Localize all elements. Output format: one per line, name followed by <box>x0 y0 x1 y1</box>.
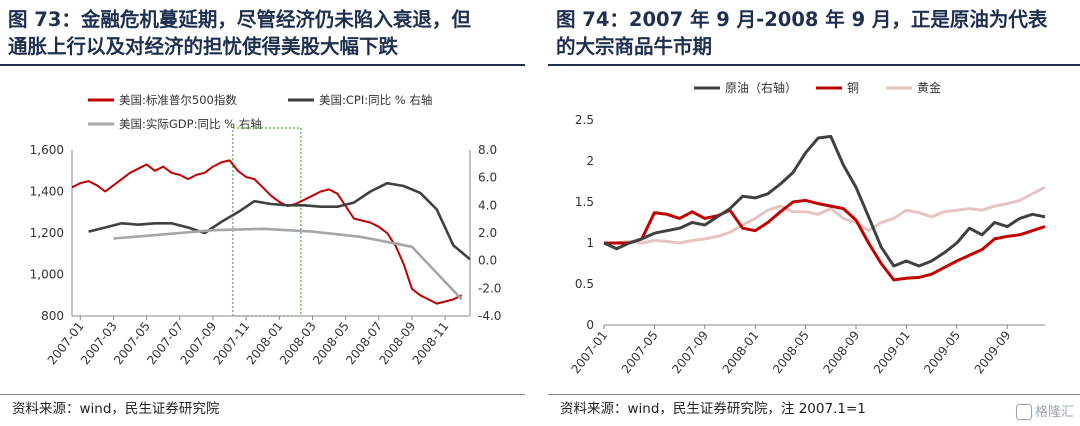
x-tick-label: 2007-05 <box>619 328 661 376</box>
y-right-tick-label: 2.0 <box>478 226 497 240</box>
legend-label-spx: 美国:标准普尔500指数 <box>119 93 237 107</box>
source-note: 资料来源：wind，民生证券研究院 <box>12 401 220 417</box>
panel-sp500: 图 73：金融危机蔓延期，尽管经济仍未陷入衰退，但 通胀上行以及对经济的担忧使得… <box>0 0 525 426</box>
y-tick-label: 1 <box>586 236 594 250</box>
source-rule <box>548 394 1080 395</box>
legend-label-gdp: 美国:实际GDP:同比 % 右轴 <box>119 117 262 131</box>
x-tick-label: 2009-05 <box>921 328 963 376</box>
legend-label-gold: 黄金 <box>917 80 941 95</box>
y-right-tick-label: 6.0 <box>478 171 497 185</box>
y-tick-label: 2 <box>586 154 594 168</box>
title-line-2: 通胀上行以及对经济的担忧使得美股大幅下跌 <box>8 35 399 58</box>
y-left-tick-label: 1,400 <box>30 185 64 199</box>
y-tick-label: 1.5 <box>575 195 594 209</box>
panel-commodities: 图 74：2007 年 9 月-2008 年 9 月，正是原油为代表 的大宗商品… <box>548 0 1080 426</box>
series-line-gold <box>604 185 1046 245</box>
source-rule <box>0 394 525 395</box>
chart-title: 图 74：2007 年 9 月-2008 年 9 月，正是原油为代表 的大宗商品… <box>556 6 1074 60</box>
series-line-copper <box>604 198 1046 282</box>
x-tick-label: 2007-09 <box>669 328 711 376</box>
series-line-oil <box>603 134 1046 268</box>
watermark-text: 格隆汇 <box>1034 404 1074 420</box>
series-line-spx <box>71 159 463 305</box>
x-tick-label: 2008-01 <box>720 328 762 376</box>
title-line-1: 图 74：2007 年 9 月-2008 年 9 月，正是原油为代表 <box>556 8 1048 31</box>
y-right-tick-label: 4.0 <box>478 198 497 212</box>
y-left-tick-label: 1,000 <box>30 268 64 282</box>
title-rule <box>0 64 525 66</box>
y-tick-label: 0 <box>586 318 594 332</box>
series-line-cpi <box>88 181 471 261</box>
x-tick-label: 2009-09 <box>972 328 1014 376</box>
x-tick-label: 2008-09 <box>820 328 862 376</box>
y-right-tick-label: 0.0 <box>478 254 497 268</box>
y-right-tick-label: 8.0 <box>478 143 497 157</box>
title-line-1: 图 73：金融危机蔓延期，尽管经济仍未陷入衰退，但 <box>8 8 471 31</box>
legend-label-copper: 铜 <box>847 80 859 95</box>
y-right-tick-label: -2.0 <box>478 281 501 295</box>
y-left-tick-label: 1,600 <box>30 143 64 157</box>
watermark: 格隆汇 <box>1015 401 1074 420</box>
legend-label-cpi: 美国:CPI:同比 % 右轴 <box>319 93 432 107</box>
y-tick-label: 2.5 <box>575 113 594 127</box>
series-line-gdp <box>113 227 463 301</box>
x-tick-label: 2008-05 <box>770 328 812 376</box>
x-tick-label: 2007-01 <box>568 328 610 376</box>
logo-icon <box>1015 404 1032 420</box>
y-left-tick-label: 1,200 <box>30 226 64 240</box>
title-rule <box>548 64 1080 66</box>
highlight-box <box>232 127 302 317</box>
title-line-2: 的大宗商品牛市期 <box>556 35 713 58</box>
chart-title: 图 73：金融危机蔓延期，尽管经济仍未陷入衰退，但 通胀上行以及对经济的担忧使得… <box>8 6 519 60</box>
source-note: 资料来源：wind，民生证券研究院，注 2007.1=1 <box>560 401 866 417</box>
y-right-tick-label: -4.0 <box>478 309 501 323</box>
x-tick-label: 2009-01 <box>871 328 913 376</box>
legend-label-oil: 原油（右轴） <box>725 80 797 95</box>
y-left-tick-label: 800 <box>41 309 64 323</box>
y-tick-label: 0.5 <box>575 277 594 291</box>
